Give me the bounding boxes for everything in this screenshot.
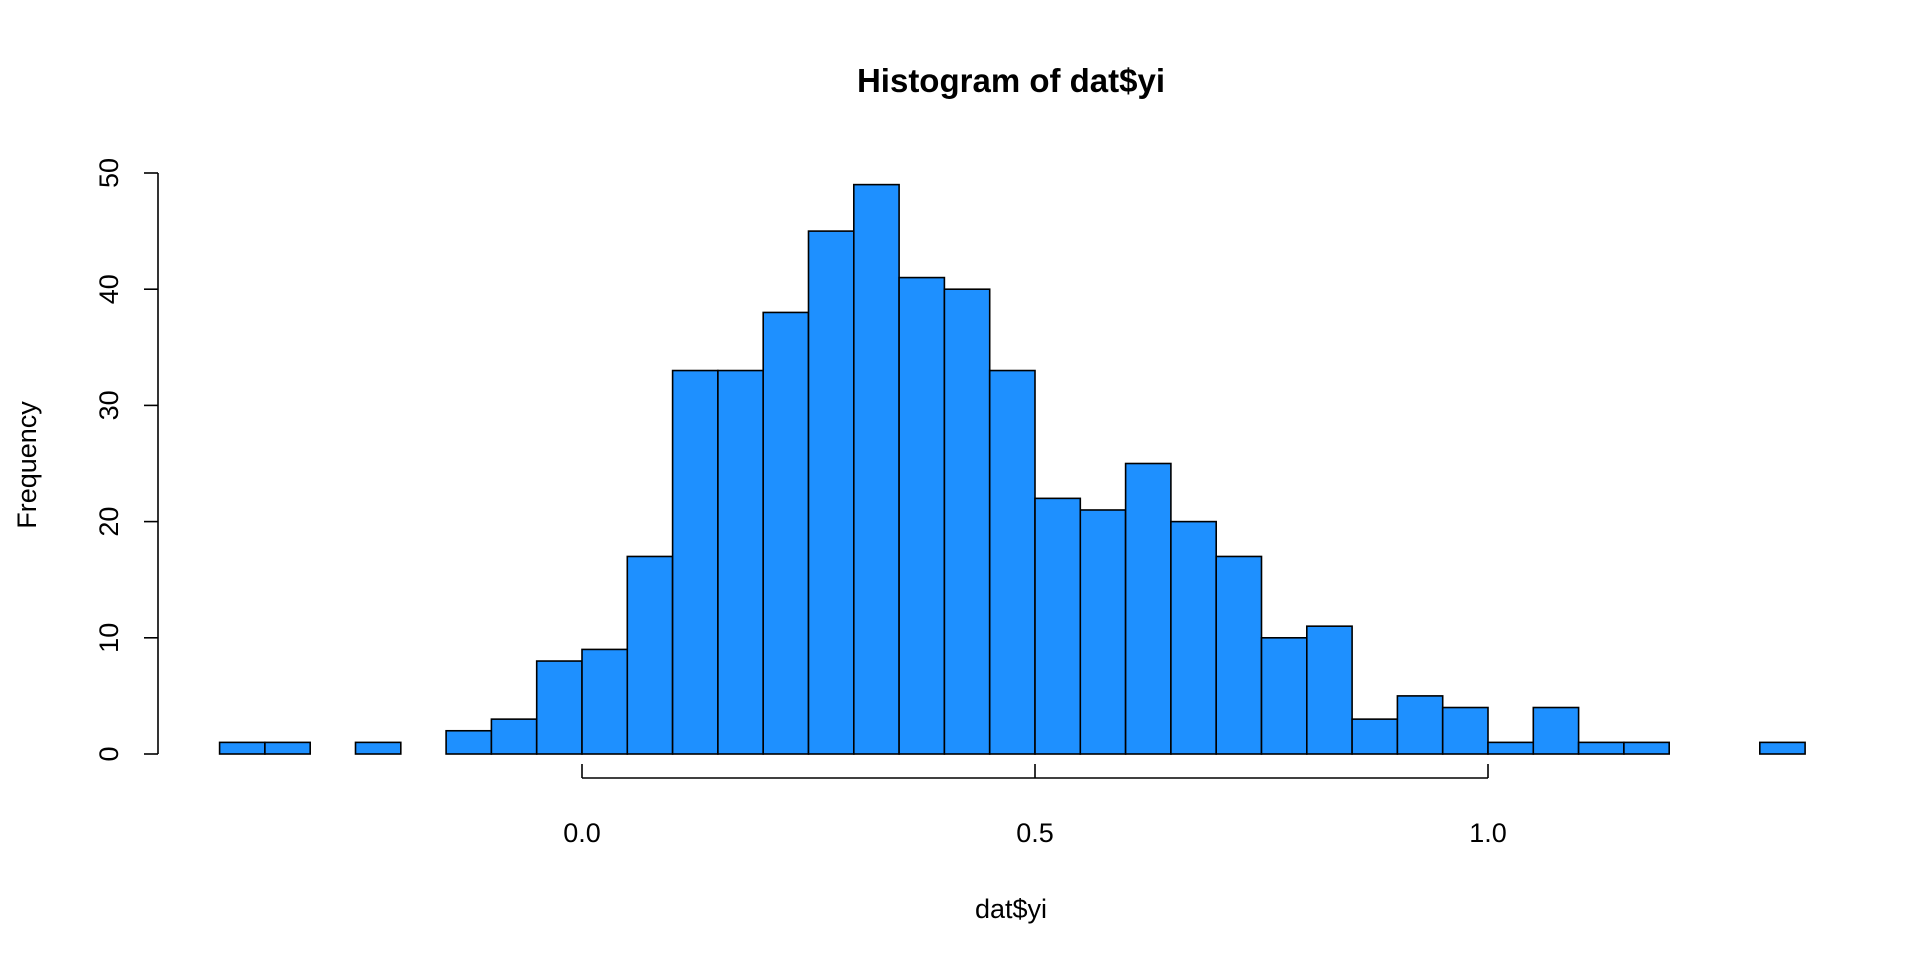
histogram-bar-3 <box>354 741 402 755</box>
histogram-bar-19 <box>1079 509 1127 755</box>
histogram-bar-23 <box>1260 636 1308 755</box>
histogram-bar-9 <box>626 555 674 755</box>
histogram-bar-34 <box>1759 741 1806 755</box>
x-tick-label: 0.5 <box>1016 818 1054 848</box>
y-tick-label: 0 <box>94 746 124 761</box>
histogram-bar-22 <box>1215 555 1263 755</box>
histogram-bar-26 <box>1396 695 1444 755</box>
x-tick-label: 1.0 <box>1469 818 1507 848</box>
histogram-bar-0 <box>218 741 266 755</box>
histogram-bar-15 <box>898 276 946 755</box>
histogram-bar-14 <box>852 183 900 755</box>
x-tick-label: 0.0 <box>563 818 601 848</box>
histogram-bar-28 <box>1487 741 1535 755</box>
histogram-bar-30 <box>1577 741 1625 755</box>
histogram-bar-29 <box>1532 706 1580 755</box>
histogram-bar-7 <box>535 660 583 755</box>
histogram-bar-31 <box>1623 741 1671 755</box>
y-axis-label: Frequency <box>12 401 42 529</box>
y-tick-label: 20 <box>94 507 124 537</box>
histogram-bar-21 <box>1170 520 1218 755</box>
histogram-bar-1 <box>264 741 311 755</box>
histogram-bar-20 <box>1124 462 1172 755</box>
x-axis-label: dat$yi <box>975 894 1047 924</box>
histogram-bar-5 <box>445 729 493 755</box>
histogram-bar-27 <box>1441 706 1489 755</box>
y-tick-label: 30 <box>94 390 124 420</box>
y-tick-label: 10 <box>94 623 124 653</box>
histogram-bar-18 <box>1034 497 1082 755</box>
x-axis: 0.0 0.5 1.0 <box>563 764 1507 848</box>
histogram-bar-8 <box>581 648 629 755</box>
histogram-bar-17 <box>988 369 1036 755</box>
y-axis: 0 10 20 30 40 50 <box>94 158 159 762</box>
histogram-bar-24 <box>1306 625 1353 755</box>
histogram-bar-16 <box>943 288 991 755</box>
bars-group <box>218 183 1806 755</box>
y-tick-label: 50 <box>94 158 124 188</box>
y-tick-label: 40 <box>94 274 124 304</box>
histogram-bar-6 <box>490 718 538 755</box>
chart-title: Histogram of dat$yi <box>857 62 1165 99</box>
histogram-bar-11 <box>717 369 765 755</box>
histogram-bar-12 <box>762 311 810 755</box>
histogram-bar-13 <box>807 230 855 755</box>
histogram-bar-25 <box>1351 718 1399 755</box>
histogram-bar-10 <box>671 369 719 755</box>
